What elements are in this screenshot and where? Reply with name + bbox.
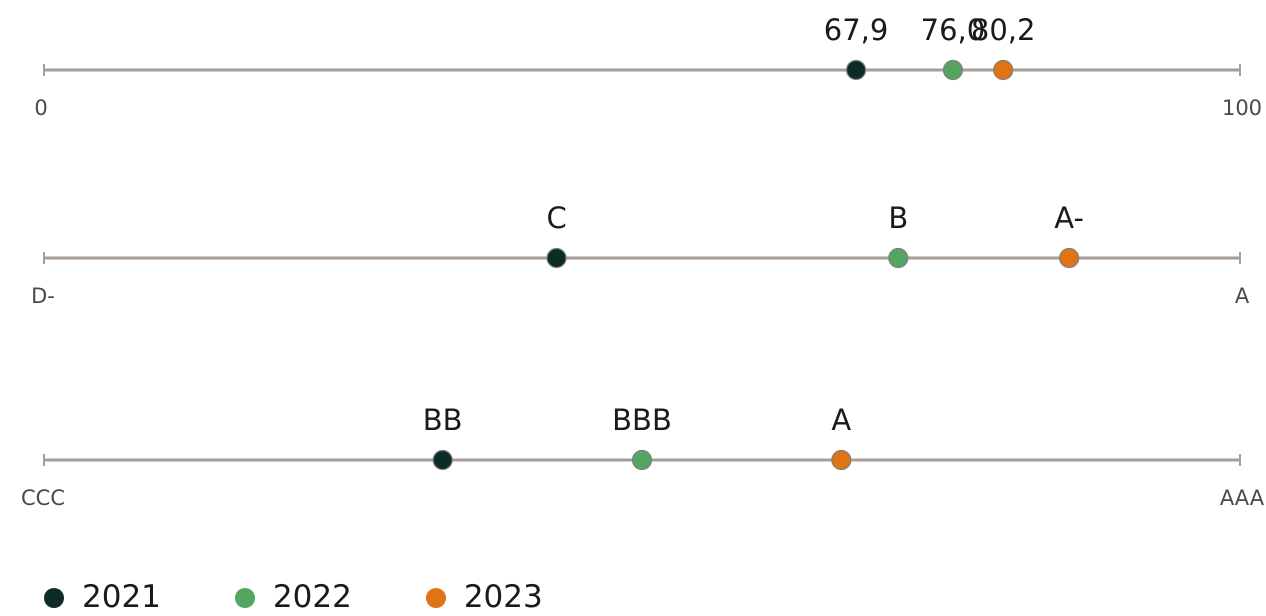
scale-0-start-label: 0 — [34, 96, 47, 120]
scale-0-end-label: 100 — [1222, 96, 1262, 120]
scale-0-value-label-2023: 80,2 — [971, 13, 1036, 47]
scale-2-value-label-2021: BB — [423, 403, 463, 437]
scale-1-marker-2021 — [546, 247, 567, 269]
scale-1-value-label-2021: C — [546, 201, 566, 235]
scale-2-value-label-2022: BBB — [612, 403, 672, 437]
scale-1-value-label-2023: A- — [1054, 201, 1084, 235]
scale-1-start-label: D- — [31, 284, 55, 308]
scale-2-end-label: AAA — [1220, 486, 1265, 510]
scale-1-value-label-2022: B — [888, 201, 908, 235]
scale-2-start-label: CCC — [21, 486, 65, 510]
scale-2-marker-2023 — [831, 449, 852, 471]
legend-dot-2023 — [425, 587, 446, 608]
legend-item-2023: 2023 — [425, 579, 543, 615]
scale-2-value-label-2023: A — [831, 403, 851, 437]
legend-label-2023: 2023 — [463, 579, 543, 615]
legend-item-2022: 2022 — [234, 579, 352, 615]
scale-2-marker-2022 — [631, 449, 653, 471]
legend: 2021 2022 2023 — [44, 582, 617, 613]
scale-0-marker-2021 — [845, 59, 867, 81]
scale-1-marker-2023 — [1059, 247, 1080, 269]
scale-2-marker-2021 — [432, 449, 453, 471]
scale-0-value-label-2022: 76,0 — [921, 13, 986, 47]
legend-label-2021: 2021 — [82, 579, 161, 615]
legend-dot-2022 — [234, 587, 255, 608]
scale-1-end-label: A — [1235, 284, 1250, 308]
scale-0-marker-2022 — [942, 59, 964, 81]
legend-item-2021: 2021 — [44, 582, 161, 613]
scale-0-marker-2023 — [993, 59, 1014, 81]
scale-0-value-label-2021: 67,9 — [824, 13, 889, 47]
scale-1-marker-2022 — [888, 247, 909, 269]
legend-dot-2021 — [44, 587, 64, 608]
legend-label-2022: 2022 — [272, 579, 352, 615]
